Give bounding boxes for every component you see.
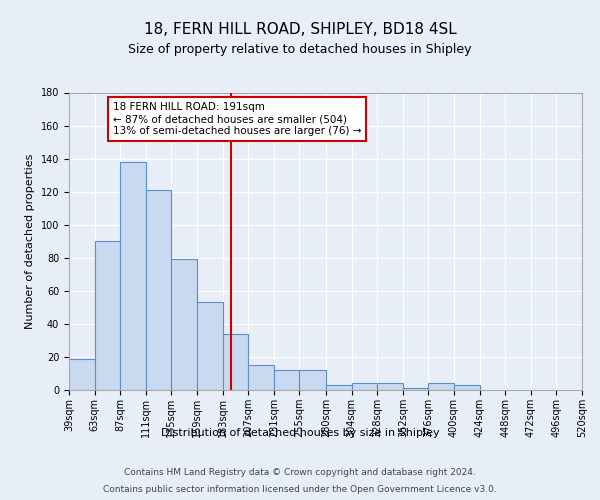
Text: 18 FERN HILL ROAD: 191sqm
← 87% of detached houses are smaller (504)
13% of semi: 18 FERN HILL ROAD: 191sqm ← 87% of detac… (113, 102, 361, 136)
Bar (403, 388, 428, 390)
Bar (69, 358, 95, 390)
Bar (326, 385, 352, 390)
Y-axis label: Number of detached properties: Number of detached properties (25, 154, 35, 329)
Bar (428, 384, 454, 390)
Text: Contains public sector information licensed under the Open Government Licence v3: Contains public sector information licen… (103, 484, 497, 494)
Bar (454, 385, 479, 390)
Bar (223, 334, 248, 390)
Bar (95, 242, 120, 390)
Bar (299, 370, 326, 390)
Bar (172, 260, 197, 390)
Text: 18, FERN HILL ROAD, SHIPLEY, BD18 4SL: 18, FERN HILL ROAD, SHIPLEY, BD18 4SL (143, 22, 457, 38)
Bar (352, 384, 377, 390)
Text: Distribution of detached houses by size in Shipley: Distribution of detached houses by size … (161, 428, 439, 438)
Bar (120, 162, 146, 390)
Bar (377, 384, 403, 390)
Bar (197, 302, 223, 390)
Bar (248, 365, 274, 390)
Bar (146, 190, 172, 390)
Text: Contains HM Land Registry data © Crown copyright and database right 2024.: Contains HM Land Registry data © Crown c… (124, 468, 476, 477)
Bar (274, 370, 299, 390)
Text: Size of property relative to detached houses in Shipley: Size of property relative to detached ho… (128, 42, 472, 56)
